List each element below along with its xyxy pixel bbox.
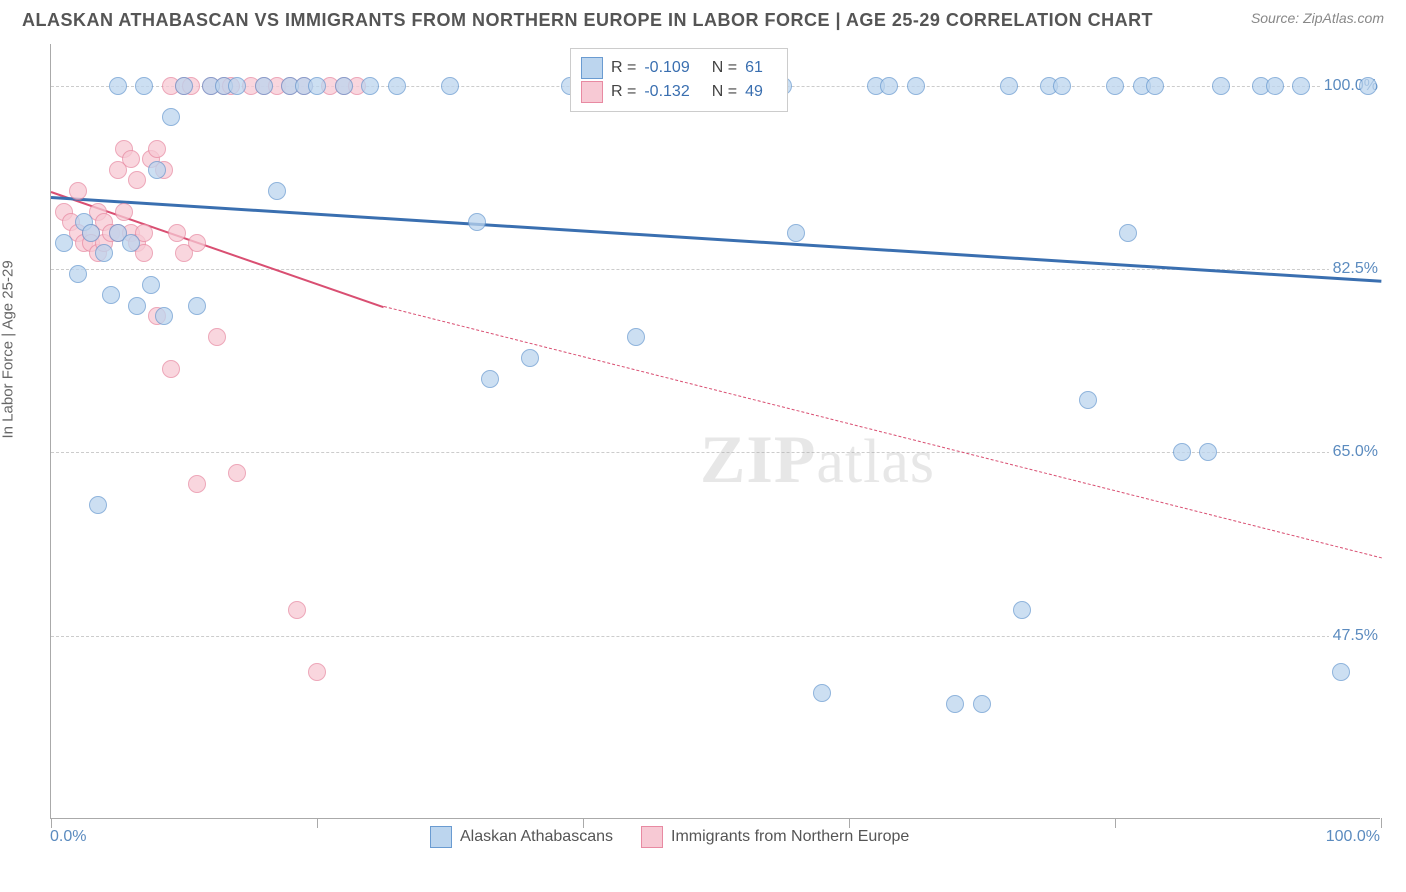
- data-point: [208, 328, 226, 346]
- data-point: [308, 77, 326, 95]
- swatch-a: [581, 57, 603, 79]
- source-label: Source: ZipAtlas.com: [1251, 10, 1384, 26]
- stats-row-a: R = -0.109 N = 61: [581, 57, 777, 79]
- data-point: [1146, 77, 1164, 95]
- data-point: [128, 171, 146, 189]
- r-label: R =: [611, 83, 636, 101]
- data-point: [288, 601, 306, 619]
- data-point: [627, 328, 645, 346]
- data-point: [102, 286, 120, 304]
- data-point: [155, 307, 173, 325]
- data-point: [188, 297, 206, 315]
- xaxis-min-label: 0.0%: [50, 828, 86, 846]
- data-point: [69, 265, 87, 283]
- r-value-b: -0.132: [644, 83, 689, 101]
- n-label: N =: [712, 83, 737, 101]
- data-point: [109, 77, 127, 95]
- data-point: [162, 360, 180, 378]
- xtick: [1381, 818, 1382, 828]
- data-point: [441, 77, 459, 95]
- data-point: [468, 213, 486, 231]
- xtick: [317, 818, 318, 828]
- swatch-b: [641, 826, 663, 848]
- data-point: [1013, 601, 1031, 619]
- ytick-label: 82.5%: [1329, 260, 1382, 278]
- data-point: [1266, 77, 1284, 95]
- data-point: [880, 77, 898, 95]
- data-point: [787, 224, 805, 242]
- legend-label-a: Alaskan Athabascans: [460, 828, 613, 846]
- data-point: [973, 695, 991, 713]
- swatch-a: [430, 826, 452, 848]
- data-point: [907, 77, 925, 95]
- ytick-label: 65.0%: [1329, 443, 1382, 461]
- data-point: [148, 161, 166, 179]
- r-label: R =: [611, 59, 636, 77]
- data-point: [148, 140, 166, 158]
- data-point: [1173, 443, 1191, 461]
- data-point: [1359, 77, 1377, 95]
- legend-item-b: Immigrants from Northern Europe: [641, 826, 909, 848]
- data-point: [55, 234, 73, 252]
- data-point: [122, 234, 140, 252]
- n-value-b: 49: [745, 83, 763, 101]
- data-point: [162, 108, 180, 126]
- n-label: N =: [712, 59, 737, 77]
- data-point: [308, 663, 326, 681]
- data-point: [228, 77, 246, 95]
- data-point: [521, 349, 539, 367]
- data-point: [175, 77, 193, 95]
- data-point: [142, 276, 160, 294]
- data-point: [813, 684, 831, 702]
- plot-area: 100.0%82.5%65.0%47.5%: [50, 44, 1380, 819]
- legend-item-a: Alaskan Athabascans: [430, 826, 613, 848]
- data-point: [1199, 443, 1217, 461]
- data-point: [128, 297, 146, 315]
- stats-legend: R = -0.109 N = 61 R = -0.132 N = 49: [570, 48, 788, 112]
- data-point: [122, 150, 140, 168]
- xtick: [51, 818, 52, 828]
- data-point: [388, 77, 406, 95]
- ytick-label: 47.5%: [1329, 627, 1382, 645]
- data-point: [1106, 77, 1124, 95]
- legend-label-b: Immigrants from Northern Europe: [671, 828, 909, 846]
- data-point: [135, 77, 153, 95]
- data-point: [228, 464, 246, 482]
- data-point: [1079, 391, 1097, 409]
- bottom-legend: Alaskan Athabascans Immigrants from Nort…: [430, 826, 909, 848]
- data-point: [1212, 77, 1230, 95]
- data-point: [1053, 77, 1071, 95]
- n-value-a: 61: [745, 59, 763, 77]
- data-point: [1000, 77, 1018, 95]
- data-point: [188, 234, 206, 252]
- xtick: [1115, 818, 1116, 828]
- data-point: [188, 475, 206, 493]
- data-point: [481, 370, 499, 388]
- gridline: [51, 636, 1380, 637]
- yaxis-label: In Labor Force | Age 25-29: [0, 260, 17, 438]
- data-point: [268, 182, 286, 200]
- data-point: [335, 77, 353, 95]
- swatch-b: [581, 81, 603, 103]
- data-point: [361, 77, 379, 95]
- chart-title: ALASKAN ATHABASCAN VS IMMIGRANTS FROM NO…: [22, 10, 1153, 31]
- data-point: [1119, 224, 1137, 242]
- data-point: [82, 224, 100, 242]
- data-point: [946, 695, 964, 713]
- data-point: [1332, 663, 1350, 681]
- data-point: [255, 77, 273, 95]
- data-point: [69, 182, 87, 200]
- trendline: [383, 306, 1381, 558]
- stats-row-b: R = -0.132 N = 49: [581, 81, 777, 103]
- data-point: [95, 244, 113, 262]
- data-point: [115, 203, 133, 221]
- data-point: [168, 224, 186, 242]
- data-point: [89, 496, 107, 514]
- data-point: [1292, 77, 1310, 95]
- r-value-a: -0.109: [644, 59, 689, 77]
- xaxis-max-label: 100.0%: [1326, 828, 1380, 846]
